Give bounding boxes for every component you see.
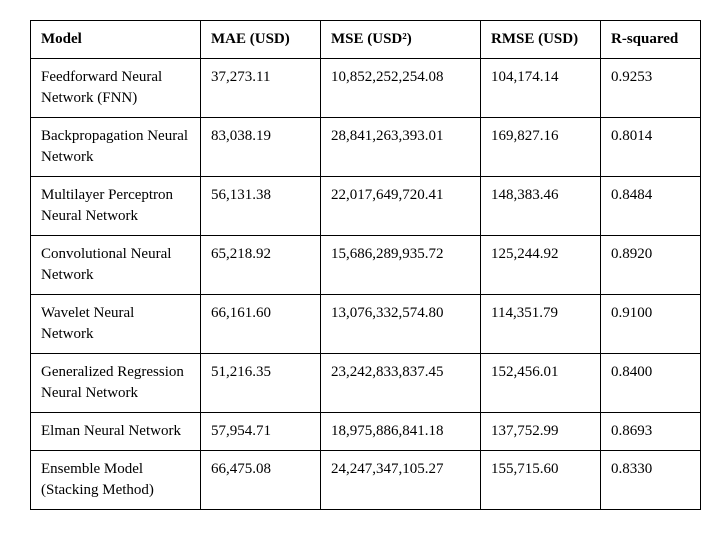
cell-r2: 0.8330 <box>601 451 701 510</box>
cell-model: Elman Neural Network <box>31 413 201 451</box>
col-header-mae: MAE (USD) <box>201 21 321 59</box>
cell-mse: 10,852,252,254.08 <box>321 59 481 118</box>
table-row: Wavelet Neural Network 66,161.60 13,076,… <box>31 295 701 354</box>
cell-r2: 0.8014 <box>601 118 701 177</box>
cell-mse: 23,242,833,837.45 <box>321 354 481 413</box>
cell-model: Feedforward Neural Network (FNN) <box>31 59 201 118</box>
cell-mse: 24,247,347,105.27 <box>321 451 481 510</box>
table-row: Feedforward Neural Network (FNN) 37,273.… <box>31 59 701 118</box>
cell-rmse: 137,752.99 <box>481 413 601 451</box>
cell-mae: 57,954.71 <box>201 413 321 451</box>
cell-r2: 0.8400 <box>601 354 701 413</box>
cell-rmse: 169,827.16 <box>481 118 601 177</box>
cell-model: Convolutional Neural Network <box>31 236 201 295</box>
table-header-row: Model MAE (USD) MSE (USD²) RMSE (USD) R-… <box>31 21 701 59</box>
cell-model: Ensemble Model (Stacking Method) <box>31 451 201 510</box>
cell-mae: 83,038.19 <box>201 118 321 177</box>
cell-mae: 51,216.35 <box>201 354 321 413</box>
cell-model: Generalized Regression Neural Network <box>31 354 201 413</box>
cell-mae: 56,131.38 <box>201 177 321 236</box>
cell-model: Wavelet Neural Network <box>31 295 201 354</box>
col-header-model: Model <box>31 21 201 59</box>
cell-r2: 0.9100 <box>601 295 701 354</box>
cell-model: Backpropagation Neural Network <box>31 118 201 177</box>
table-row: Elman Neural Network 57,954.71 18,975,88… <box>31 413 701 451</box>
table-row: Backpropagation Neural Network 83,038.19… <box>31 118 701 177</box>
cell-r2: 0.8484 <box>601 177 701 236</box>
col-header-mse: MSE (USD²) <box>321 21 481 59</box>
cell-rmse: 155,715.60 <box>481 451 601 510</box>
cell-mse: 22,017,649,720.41 <box>321 177 481 236</box>
table-row: Multilayer Perceptron Neural Network 56,… <box>31 177 701 236</box>
metrics-table: Model MAE (USD) MSE (USD²) RMSE (USD) R-… <box>30 20 701 510</box>
cell-mae: 66,475.08 <box>201 451 321 510</box>
cell-rmse: 104,174.14 <box>481 59 601 118</box>
table-row: Ensemble Model (Stacking Method) 66,475.… <box>31 451 701 510</box>
col-header-r2: R-squared <box>601 21 701 59</box>
cell-r2: 0.8920 <box>601 236 701 295</box>
cell-r2: 0.9253 <box>601 59 701 118</box>
cell-rmse: 114,351.79 <box>481 295 601 354</box>
table-row: Convolutional Neural Network 65,218.92 1… <box>31 236 701 295</box>
cell-mae: 65,218.92 <box>201 236 321 295</box>
cell-mae: 66,161.60 <box>201 295 321 354</box>
cell-mse: 13,076,332,574.80 <box>321 295 481 354</box>
cell-mse: 18,975,886,841.18 <box>321 413 481 451</box>
cell-rmse: 125,244.92 <box>481 236 601 295</box>
col-header-rmse: RMSE (USD) <box>481 21 601 59</box>
cell-mae: 37,273.11 <box>201 59 321 118</box>
cell-rmse: 148,383.46 <box>481 177 601 236</box>
cell-mse: 15,686,289,935.72 <box>321 236 481 295</box>
table-row: Generalized Regression Neural Network 51… <box>31 354 701 413</box>
cell-r2: 0.8693 <box>601 413 701 451</box>
cell-mse: 28,841,263,393.01 <box>321 118 481 177</box>
cell-rmse: 152,456.01 <box>481 354 601 413</box>
cell-model: Multilayer Perceptron Neural Network <box>31 177 201 236</box>
